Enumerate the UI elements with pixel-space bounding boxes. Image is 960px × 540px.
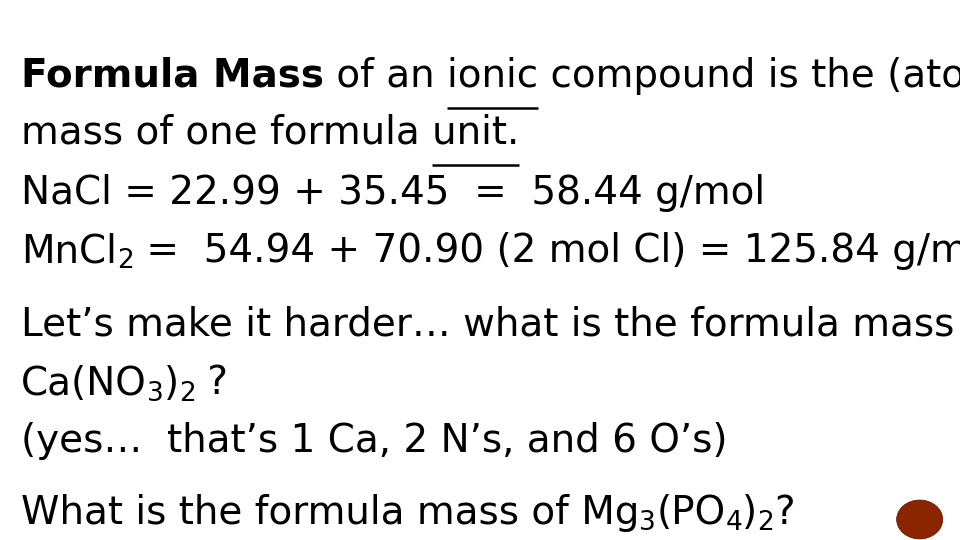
- Text: What is the formula mass of Mg: What is the formula mass of Mg: [21, 494, 639, 532]
- Text: =  54.94 + 70.90 (2 mol Cl) = 125.84 g/mol: = 54.94 + 70.90 (2 mol Cl) = 125.84 g/mo…: [133, 232, 960, 270]
- Text: ): ): [163, 364, 179, 402]
- Text: ?: ?: [196, 364, 228, 402]
- Text: 2: 2: [757, 510, 774, 536]
- Text: MnCl: MnCl: [21, 232, 117, 270]
- Text: NaCl = 22.99 + 35.45  =  58.44 g/mol: NaCl = 22.99 + 35.45 = 58.44 g/mol: [21, 174, 765, 212]
- Text: 3: 3: [639, 510, 657, 536]
- Text: mass of one formula unit.: mass of one formula unit.: [21, 113, 519, 151]
- Text: 2: 2: [117, 248, 133, 274]
- Ellipse shape: [897, 500, 943, 539]
- Text: 4: 4: [726, 510, 742, 536]
- Text: ): ): [742, 494, 757, 532]
- Text: of an ionic compound is the (atomic): of an ionic compound is the (atomic): [324, 57, 960, 94]
- Text: (yes…  that’s 1 Ca, 2 N’s, and 6 O’s): (yes… that’s 1 Ca, 2 N’s, and 6 O’s): [21, 422, 728, 460]
- Text: Let’s make it harder… what is the formula mass of: Let’s make it harder… what is the formul…: [21, 305, 960, 343]
- Text: 3: 3: [147, 381, 163, 407]
- Text: Formula Mass: Formula Mass: [21, 57, 324, 94]
- Text: (PO: (PO: [657, 494, 726, 532]
- Text: ?: ?: [774, 494, 795, 532]
- Text: 2: 2: [179, 381, 196, 407]
- Text: Ca(NO: Ca(NO: [21, 364, 147, 402]
